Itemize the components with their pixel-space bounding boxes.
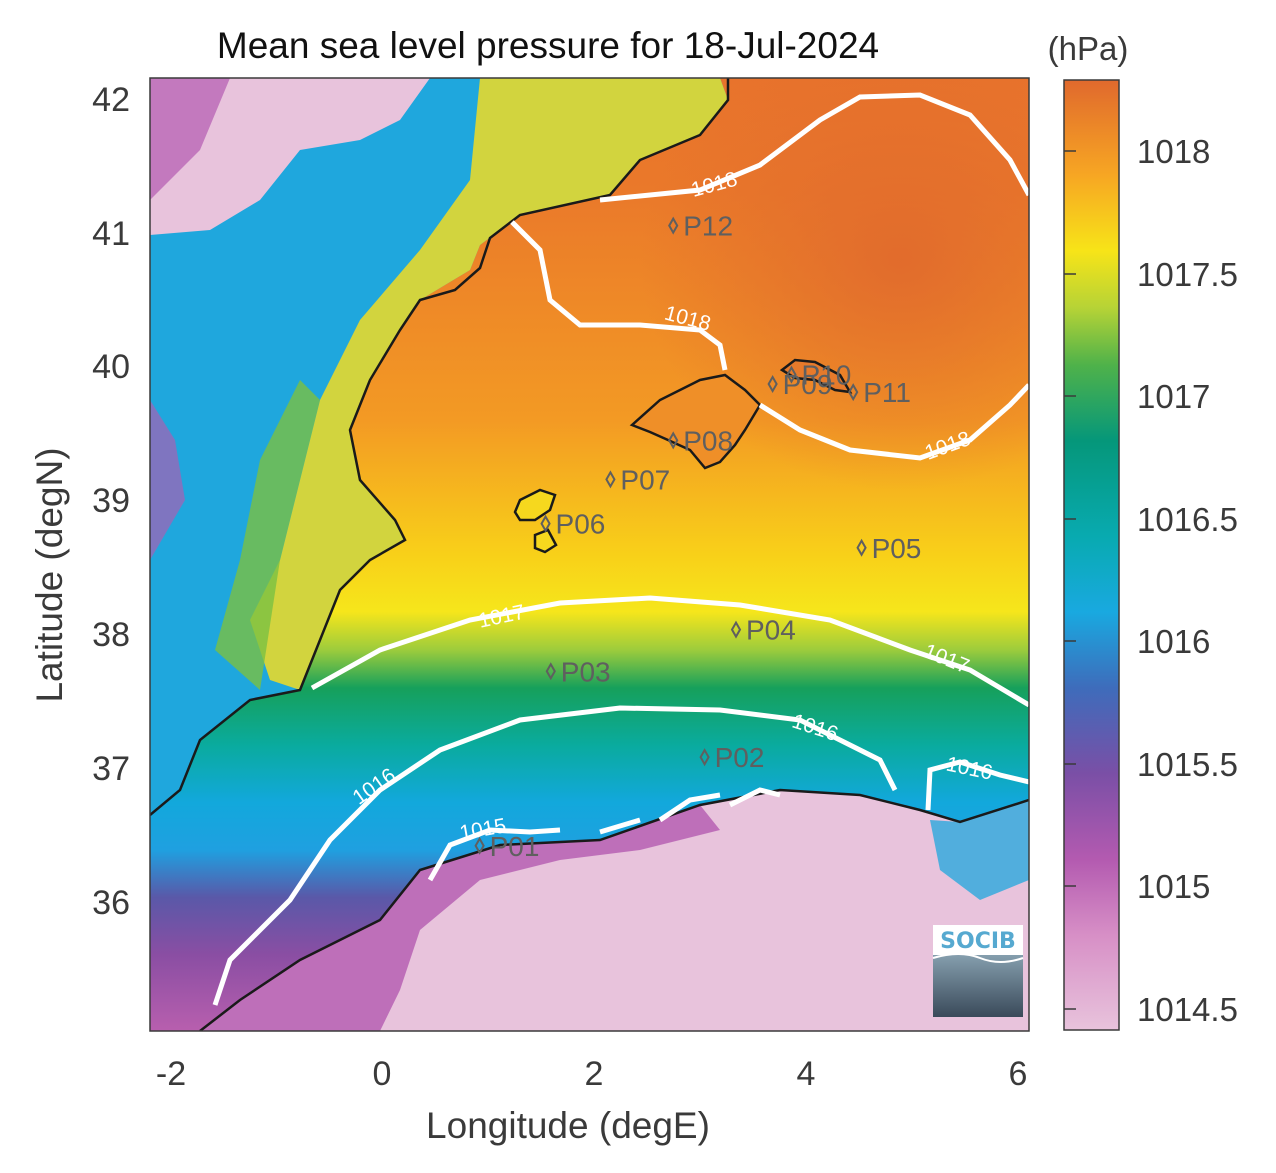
station-label: P01 — [490, 831, 540, 862]
africa-blue-patch — [930, 800, 1029, 900]
africa-coastline — [199, 788, 1029, 1031]
contour-1015 — [427, 787, 781, 882]
socib-logo-text: SOCIB — [940, 929, 1016, 954]
station-label: P10 — [801, 360, 851, 391]
x-axis-label: Longitude (degE) — [426, 1105, 710, 1146]
station-label: P09 — [783, 369, 833, 400]
colorbar-unit: (hPa) — [1048, 30, 1129, 67]
ibiza-island — [513, 488, 557, 522]
y-tick-label: 37 — [92, 750, 130, 788]
colorbar-tick-label: 1017.5 — [1137, 256, 1238, 293]
colorbar-tick-label: 1018 — [1137, 133, 1210, 170]
colorbar-tick-label: 1015 — [1137, 868, 1210, 905]
pressure-field: 1018 1018 1018 1017 1017 1016 1016 1016 … — [150, 78, 1029, 1031]
colorbar-tick-label: 1014.5 — [1137, 991, 1238, 1028]
station-marker — [605, 470, 616, 489]
station-marker — [699, 748, 710, 767]
station-label: P03 — [561, 656, 611, 687]
x-tick-label: 2 — [585, 1055, 604, 1093]
station-label: P06 — [556, 509, 606, 540]
y-tick-label: 36 — [92, 884, 130, 922]
colorbar: (hPa) 1018 1017.5 1017 1016.5 1016 1015.… — [1048, 30, 1238, 1031]
contour-1017 — [310, 595, 1029, 708]
station-marker — [856, 538, 867, 557]
station-marker — [540, 514, 551, 533]
y-tick-label: 39 — [92, 482, 130, 520]
x-tick-label: 4 — [797, 1055, 816, 1093]
station-marker — [545, 662, 556, 681]
station-marker — [730, 620, 742, 639]
colorbar-ticks: 1018 1017.5 1017 1016.5 1016 1015.5 1015… — [1064, 133, 1238, 1028]
contour-1016-main — [212, 705, 898, 1006]
x-tick-label: 0 — [373, 1055, 392, 1093]
y-tick-label: 38 — [92, 616, 130, 654]
chart-title: Mean sea level pressure for 18-Jul-2024 — [217, 25, 879, 66]
station-marker — [474, 836, 485, 855]
colorbar-gradient — [1063, 79, 1120, 1031]
y-axis-ticks: 42 41 40 39 38 37 36 — [92, 81, 130, 922]
iberia-coastline — [150, 78, 730, 816]
station-label: P12 — [683, 211, 733, 242]
colorbar-tick-label: 1015.5 — [1137, 746, 1238, 783]
y-tick-label: 41 — [92, 215, 130, 253]
socib-logo: SOCIB — [932, 925, 1024, 1017]
station-label: P07 — [620, 464, 670, 495]
y-tick-label: 42 — [92, 81, 130, 119]
station-label: P11 — [863, 377, 911, 408]
iberia-pink-highlands — [150, 78, 430, 235]
colorbar-tick-label: 1016 — [1137, 623, 1210, 660]
plot-frame — [149, 77, 1030, 1032]
contour-1018-mid — [510, 220, 728, 371]
station-label: P05 — [872, 533, 922, 564]
x-axis-ticks: -2 0 2 4 6 — [156, 1055, 1028, 1093]
africa-land — [200, 790, 1029, 1031]
colorbar-tick-label: 1016.5 — [1137, 501, 1238, 538]
x-tick-label: 6 — [1009, 1055, 1028, 1093]
y-axis-label: Latitude (degN) — [29, 447, 70, 702]
station-label: P08 — [683, 425, 733, 456]
contour-1016-east — [925, 759, 1029, 811]
station-marker — [786, 365, 797, 384]
iberia-green-band — [215, 380, 320, 690]
iberia-purple-southwest — [150, 400, 185, 560]
station-marker — [668, 216, 679, 235]
x-tick-label: -2 — [156, 1055, 186, 1093]
y-tick-label: 40 — [92, 348, 130, 386]
station-marker — [767, 375, 778, 394]
colorbar-tick-label: 1017 — [1137, 378, 1210, 415]
station-marker — [848, 383, 859, 402]
iberia-purple-area — [150, 78, 230, 200]
contour-1018-south — [758, 383, 1029, 461]
iberia-coastal-yellow — [250, 78, 728, 690]
contour-1018-north — [599, 92, 1029, 203]
station-marker — [668, 431, 679, 450]
station-label: P04 — [746, 615, 796, 646]
mallorca-island — [629, 373, 762, 470]
station-label: P02 — [715, 742, 765, 773]
africa-coast-purple — [200, 805, 720, 1031]
